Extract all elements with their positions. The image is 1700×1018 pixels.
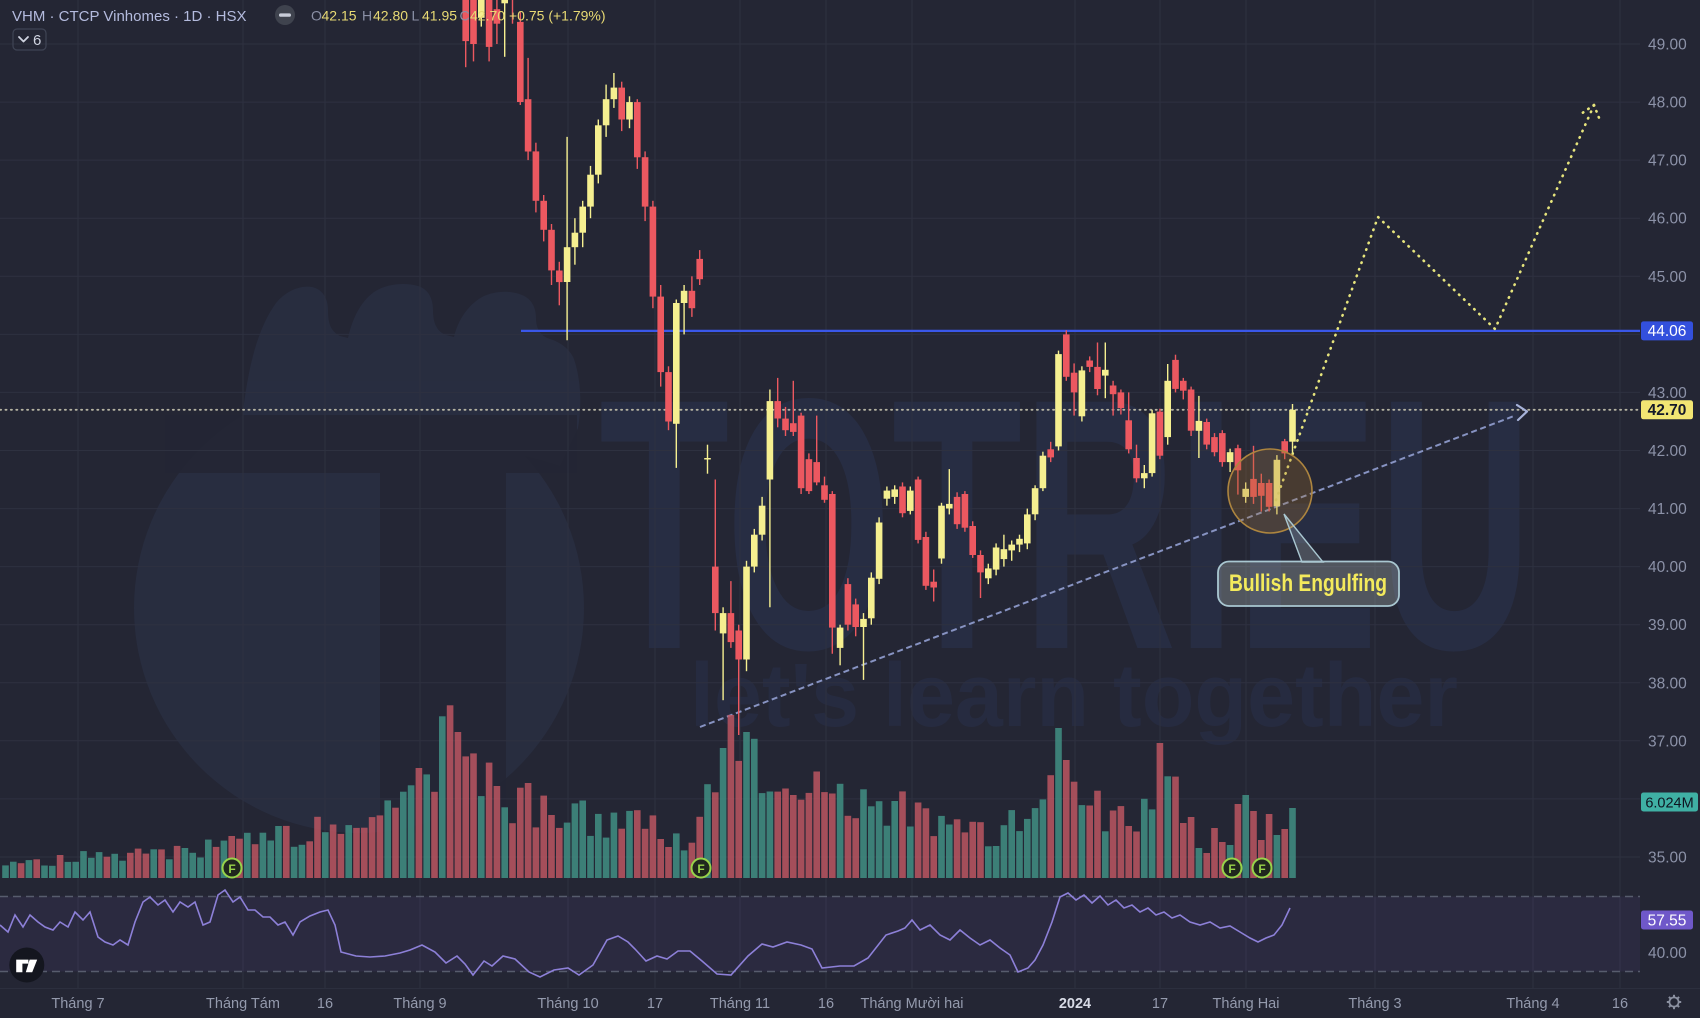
svg-text:47.00: 47.00 bbox=[1648, 153, 1687, 170]
svg-text:F: F bbox=[228, 862, 235, 876]
svg-text:F: F bbox=[1258, 862, 1265, 876]
svg-text:42.70: 42.70 bbox=[470, 8, 505, 24]
svg-text:46.00: 46.00 bbox=[1648, 211, 1687, 228]
svg-text:41.00: 41.00 bbox=[1648, 501, 1687, 518]
svg-text:17: 17 bbox=[1152, 996, 1168, 1012]
svg-text:16: 16 bbox=[818, 996, 834, 1012]
svg-text:43.00: 43.00 bbox=[1648, 385, 1687, 402]
svg-text:Tháng 9: Tháng 9 bbox=[393, 996, 446, 1012]
svg-text:2024: 2024 bbox=[1059, 996, 1091, 1012]
svg-text:41.95: 41.95 bbox=[422, 8, 457, 24]
svg-text:44.06: 44.06 bbox=[1648, 323, 1687, 340]
svg-text:40.00: 40.00 bbox=[1648, 559, 1687, 576]
svg-text:42.15: 42.15 bbox=[322, 8, 357, 24]
svg-text:Tháng 11: Tháng 11 bbox=[710, 996, 770, 1012]
svg-text:L: L bbox=[412, 8, 420, 24]
svg-text:H: H bbox=[362, 8, 372, 24]
svg-text:TOTRIEU: TOTRIEU bbox=[599, 325, 1532, 725]
svg-text:Tháng Hai: Tháng Hai bbox=[1213, 996, 1280, 1012]
svg-text:Tháng Tám: Tháng Tám bbox=[206, 996, 280, 1012]
svg-text:Bullish Engulfing: Bullish Engulfing bbox=[1229, 570, 1387, 597]
svg-text:38.00: 38.00 bbox=[1648, 675, 1687, 692]
svg-text:Tháng Mười hai: Tháng Mười hai bbox=[860, 996, 963, 1012]
svg-text:35.00: 35.00 bbox=[1648, 850, 1687, 867]
svg-text:Tháng 4: Tháng 4 bbox=[1506, 996, 1559, 1012]
svg-text:O: O bbox=[311, 8, 322, 24]
svg-text:+0.75 (+1.79%): +0.75 (+1.79%) bbox=[509, 8, 606, 24]
svg-text:42.00: 42.00 bbox=[1648, 443, 1687, 460]
svg-text:37.00: 37.00 bbox=[1648, 733, 1687, 750]
svg-text:F: F bbox=[1228, 862, 1235, 876]
svg-text:C: C bbox=[460, 8, 470, 24]
svg-text:Tháng 7: Tháng 7 bbox=[51, 996, 104, 1012]
svg-text:39.00: 39.00 bbox=[1648, 617, 1687, 634]
svg-text:42.80: 42.80 bbox=[373, 8, 408, 24]
svg-text:Tháng 3: Tháng 3 bbox=[1348, 996, 1401, 1012]
svg-text:42.70: 42.70 bbox=[1648, 402, 1687, 419]
svg-text:VHM · CTCP Vinhomes · 1D · HSX: VHM · CTCP Vinhomes · 1D · HSX bbox=[12, 8, 247, 25]
svg-text:16: 16 bbox=[317, 996, 333, 1012]
svg-text:48.00: 48.00 bbox=[1648, 95, 1687, 112]
svg-text:16: 16 bbox=[1612, 996, 1628, 1012]
svg-text:F: F bbox=[697, 862, 704, 876]
svg-text:45.00: 45.00 bbox=[1648, 269, 1687, 286]
svg-text:Tháng 10: Tháng 10 bbox=[537, 996, 598, 1012]
svg-text:49.00: 49.00 bbox=[1648, 37, 1687, 54]
svg-text:57.55: 57.55 bbox=[1648, 912, 1687, 929]
svg-text:6.024M: 6.024M bbox=[1645, 795, 1693, 811]
svg-text:let's learn together: let's learn together bbox=[690, 644, 1458, 745]
svg-text:6: 6 bbox=[33, 32, 41, 49]
svg-text:17: 17 bbox=[647, 996, 663, 1012]
svg-text:40.00: 40.00 bbox=[1648, 945, 1687, 962]
